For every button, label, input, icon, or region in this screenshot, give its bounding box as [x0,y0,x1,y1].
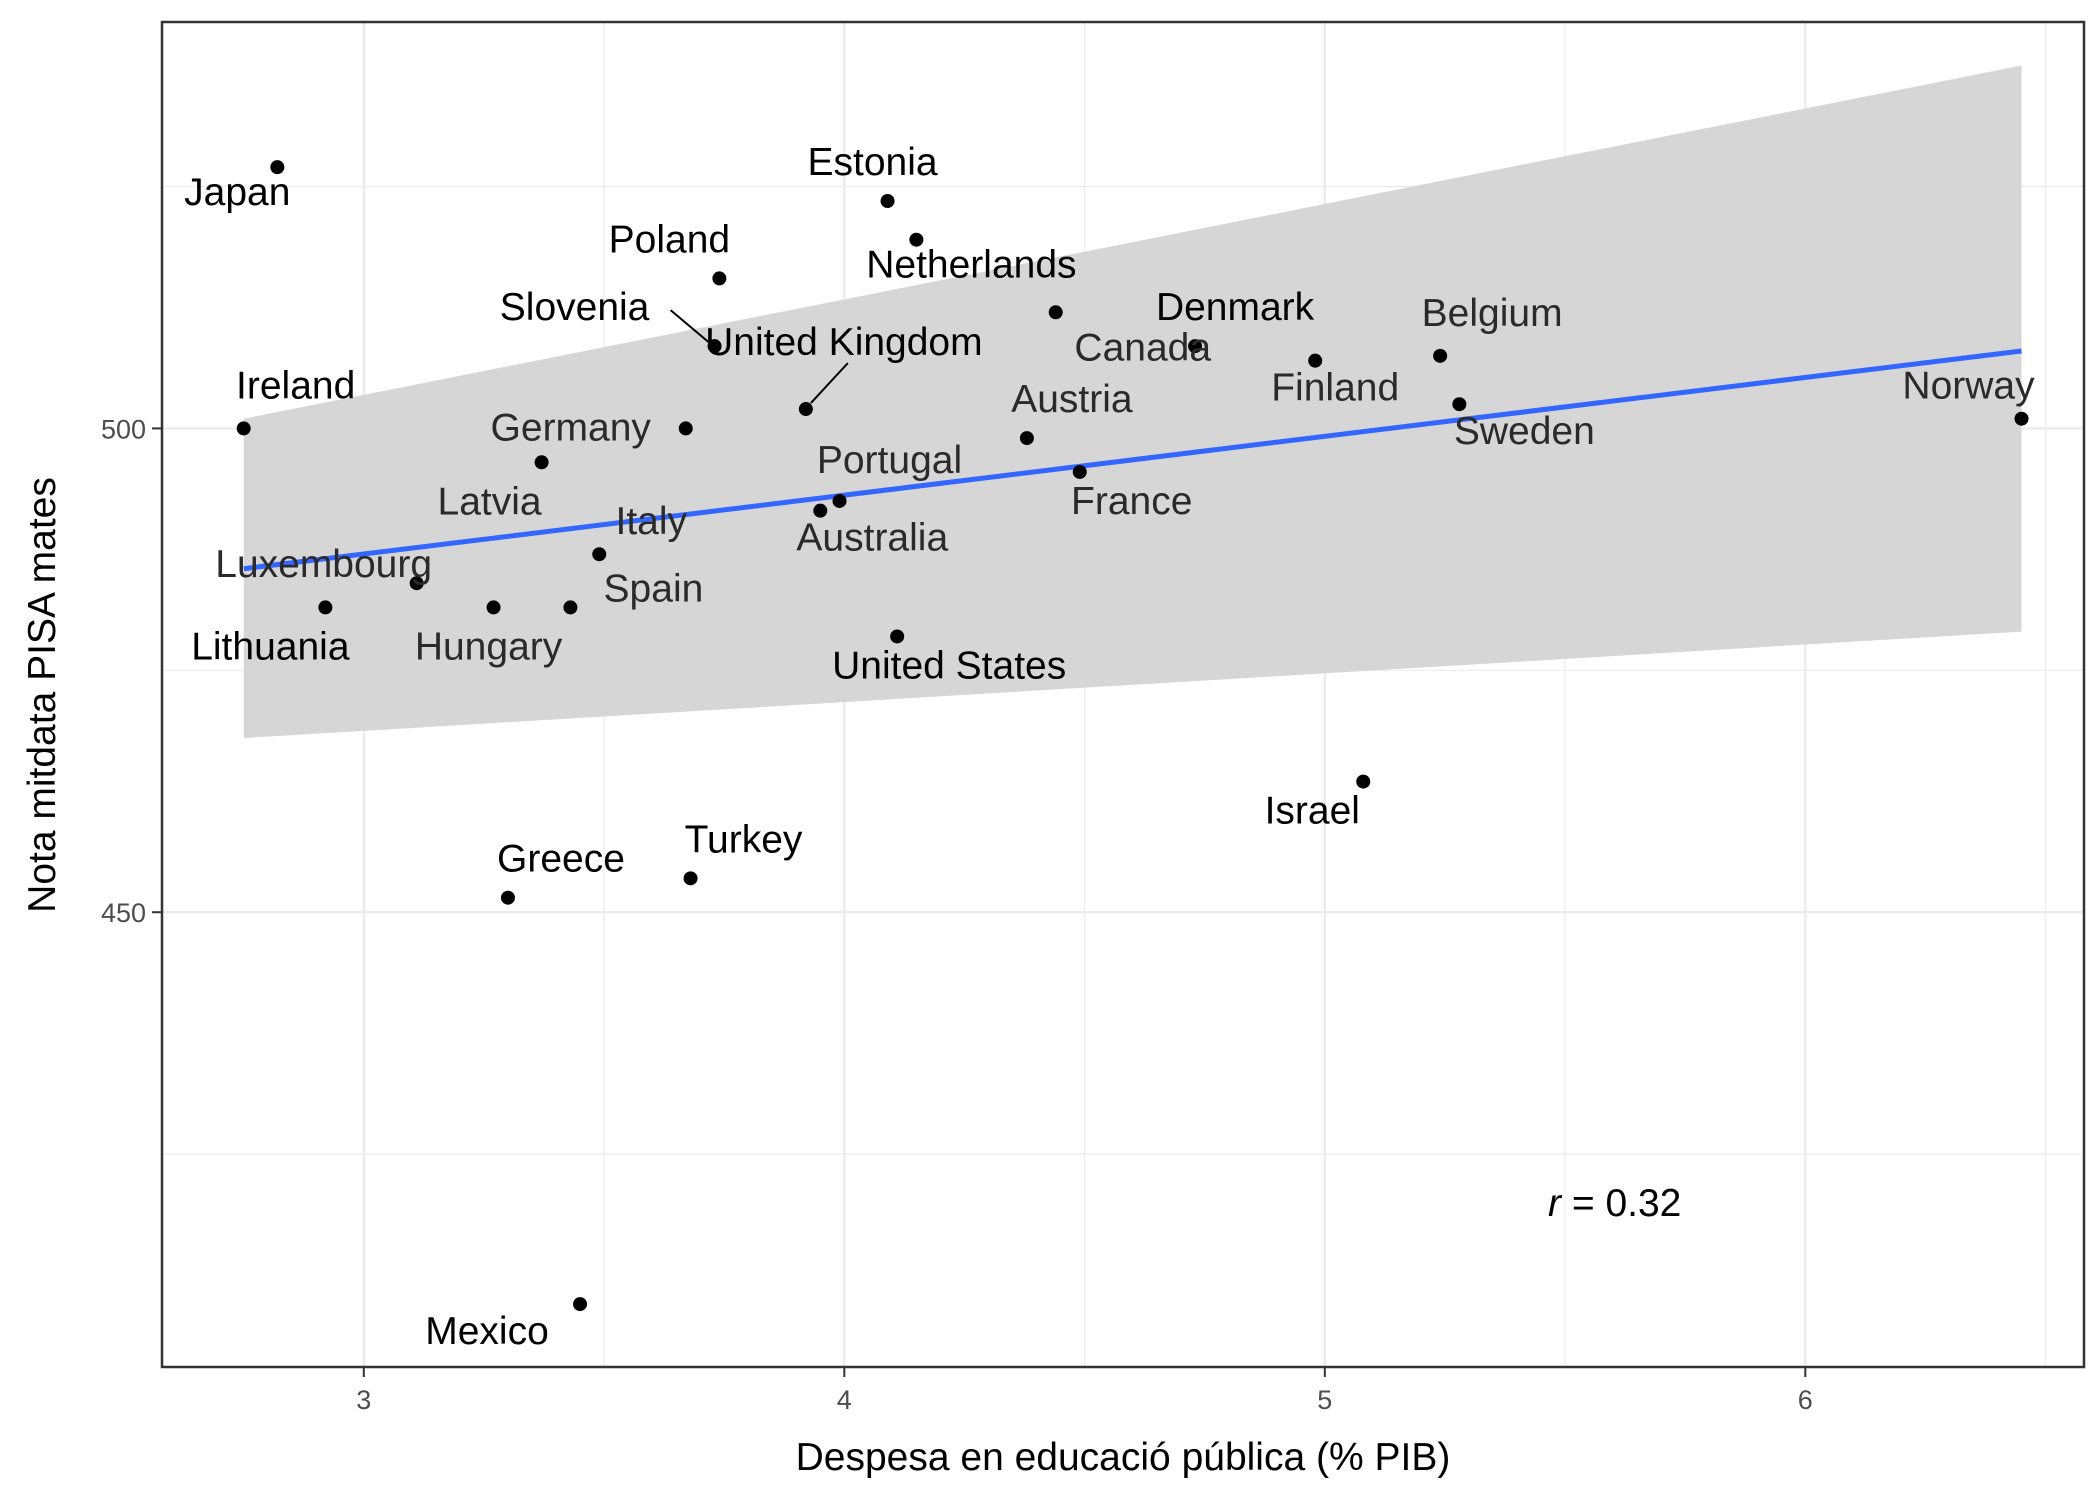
point-italy [592,547,607,562]
y-tick-label: 500 [101,414,146,444]
point-labels: Japan Estonia Netherlands Poland Denmark Slov… [184,141,2035,1353]
label-ireland: Ireland [236,364,355,407]
panel-border [160,20,2086,1369]
point-japan [270,160,285,175]
label-finland: Finland [1271,367,1399,410]
point-canada [1048,305,1063,320]
point-portugal [832,493,847,508]
point-norway [2014,411,2029,426]
point-latvia [534,455,549,470]
leader-united-kingdom [810,362,849,404]
point-slovenia [707,339,722,354]
label-united-states: United States [832,644,1066,687]
point-poland [712,271,727,286]
label-canada: Canada [1074,326,1211,369]
label-lithuania: Lithuania [191,625,350,668]
label-latvia: Latvia [438,480,542,523]
point-ireland [236,421,251,436]
annotation-r: r [1548,1182,1563,1225]
label-austria: Austria [1011,378,1133,421]
leader-slovenia [669,309,710,343]
x-axis-title: Despesa en educació pública (% PIB) [796,1436,1451,1479]
point-turkey [683,871,698,886]
point-finland [1308,353,1323,368]
label-hungary: Hungary [415,625,563,668]
label-poland: Poland [609,218,730,261]
point-belgium [1433,348,1448,363]
axis-ticks: 3 4 5 6 450 500 [101,414,1813,1415]
label-japan: Japan [184,171,290,214]
point-denmark [1188,339,1203,354]
label-australia: Australia [796,517,948,560]
x-tick-label: 3 [356,1385,371,1415]
label-belgium: Belgium [1422,292,1563,335]
label-denmark: Denmark [1156,286,1315,329]
point-united-states [890,629,905,644]
point-united-kingdom [798,402,813,417]
annotation-value: = 0.32 [1561,1182,1681,1225]
label-slovenia: Slovenia [500,286,650,329]
label-israel: Israel [1265,790,1360,833]
label-italy: Italy [615,500,687,543]
point-sweden [1452,397,1467,412]
x-tick-label: 5 [1317,1385,1332,1415]
label-united-kingdom: United Kingdom [705,321,983,364]
point-france [1072,464,1087,479]
regression-line [243,348,2022,572]
confidence-band [243,65,2022,739]
x-tick-label: 6 [1798,1385,1813,1415]
label-mexico: Mexico [425,1310,549,1353]
point-israel [1356,774,1371,789]
x-tick-label: 4 [837,1385,852,1415]
label-netherlands: Netherlands [866,244,1076,287]
label-estonia: Estonia [808,141,938,184]
label-portugal: Portugal [817,439,962,482]
label-turkey: Turkey [685,818,803,861]
y-axis-title: Nota mitdata PISA mates [21,477,64,913]
point-lithuania [318,600,333,615]
point-hungary [486,600,501,615]
point-australia [813,503,828,518]
point-greece [500,890,515,905]
label-france: France [1071,480,1192,523]
point-luxembourg [409,576,424,591]
point-netherlands [909,232,924,247]
label-norway: Norway [1902,365,2035,408]
point-mexico [573,1297,588,1312]
label-greece: Greece [497,838,625,881]
point-austria [1019,431,1034,446]
label-germany: Germany [491,406,652,449]
label-spain: Spain [604,567,704,610]
label-luxembourg: Luxembourg [215,543,432,586]
data-points [236,160,2029,1312]
point-estonia [880,194,895,209]
label-sweden: Sweden [1454,410,1595,453]
point-germany [678,421,693,436]
y-tick-label: 450 [101,898,146,928]
point-spain [563,600,578,615]
correlation-annotation: r = 0.32 [1548,1182,1681,1225]
